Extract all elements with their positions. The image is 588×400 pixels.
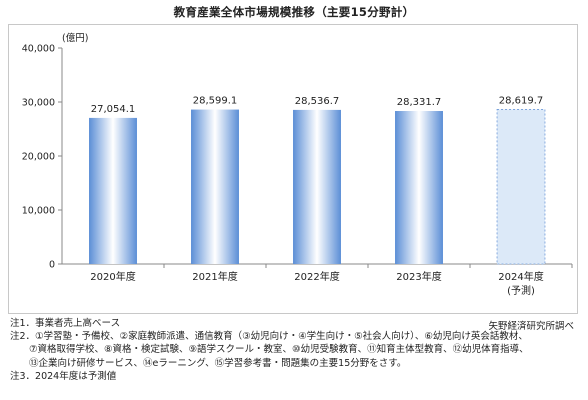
- footnote-2-cont-1: ⑦資格取得学校、⑧資格・検定試験、⑨語学スクール・教室、⑩幼児受験教育、⑪知育主…: [10, 344, 529, 356]
- bar-value-label: 27,054.1: [91, 104, 136, 115]
- x-category-label: 2021年度: [192, 270, 237, 283]
- y-tick-label: 0: [49, 260, 55, 271]
- bar-value-label: 28,619.7: [499, 95, 544, 106]
- y-tick-label: 40,000: [22, 44, 55, 55]
- x-category-sublabel: (予測): [507, 284, 535, 297]
- y-unit-label: (億円): [62, 32, 88, 44]
- bar-value-label: 28,331.7: [397, 97, 442, 108]
- y-tick-label: 30,000: [22, 98, 55, 109]
- chart-frame: [8, 24, 578, 314]
- footnote-1: 注1．事業者売上高ベース: [10, 318, 121, 329]
- footnote-3: 注3．2024年度は予測値: [10, 370, 117, 382]
- footnote-2: 注2．①学習塾・予備校、②家庭教師派遣、通信教育（③幼児向け・④学生向け・⑤社会…: [10, 331, 528, 343]
- bar-value-label: 28,536.7: [295, 96, 340, 107]
- x-category-label: 2023年度: [396, 270, 441, 283]
- source-credit: 矢野経済研究所調べ: [488, 321, 574, 332]
- bar: [89, 117, 137, 264]
- bar: [191, 109, 239, 265]
- footnotes: 注1．事業者売上高ベース 注2．①学習塾・予備校、②家庭教師派遣、通信教育（③幼…: [10, 317, 529, 383]
- bar: [293, 109, 341, 264]
- bar-value-label: 28,599.1: [193, 96, 238, 107]
- x-category-label: 2022年度: [294, 270, 339, 283]
- chart-title: 教育産業全体市場規模推移（主要15分野計）: [173, 5, 415, 19]
- bar: [496, 109, 546, 265]
- x-category-label: 2020年度: [90, 270, 135, 283]
- bar-chart: (億円) 0 10,000 20,000 30,000 40,000 27,054.1 2…: [22, 32, 573, 297]
- x-category-label: 2024年度: [498, 270, 543, 283]
- y-tick-label: 10,000: [22, 206, 55, 217]
- footnote-2-cont-2: ⑬企業向け研修サービス、⑭eラーニング、⑮学習参考書・問題集の主要15分野をさす…: [10, 357, 407, 369]
- y-tick-label: 20,000: [22, 152, 55, 163]
- bar: [395, 111, 443, 264]
